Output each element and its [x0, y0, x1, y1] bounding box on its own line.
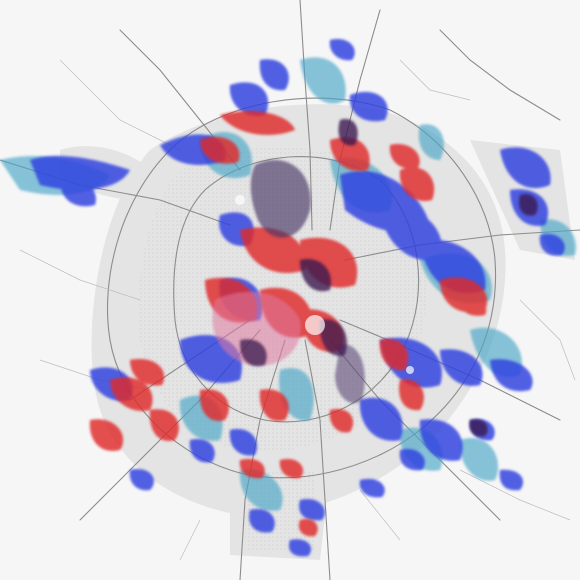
overlap-core-layer: [212, 119, 538, 437]
light-centers: [235, 195, 414, 374]
